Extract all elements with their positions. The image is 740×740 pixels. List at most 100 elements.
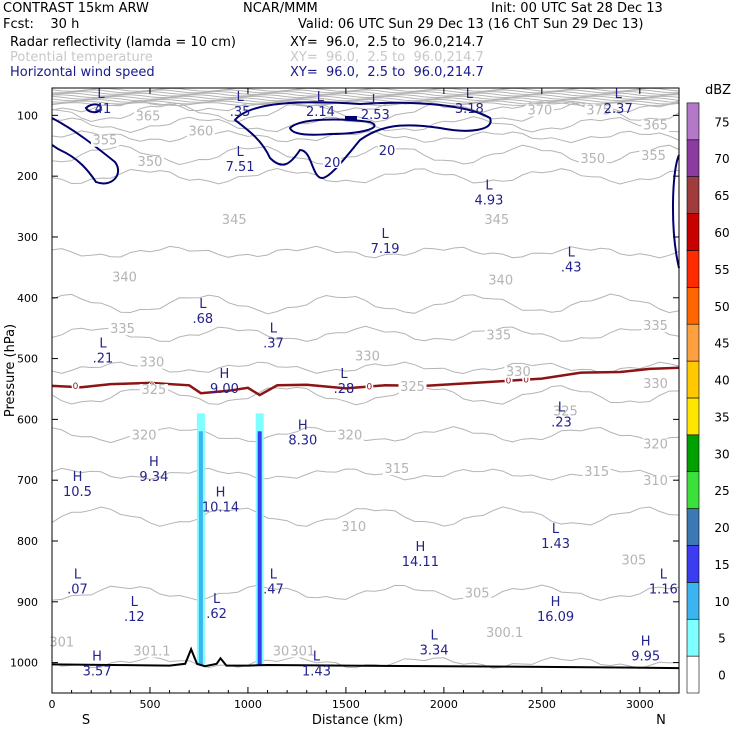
theta-label-bg: [482, 213, 511, 226]
theta-label: 325: [553, 404, 578, 419]
colorbar-swatch: [686, 102, 700, 141]
theta-label: 330: [643, 377, 668, 392]
theta-contour-315: [51, 467, 680, 481]
wind-extremum-type: H: [298, 419, 308, 434]
wind-extremum-type: H: [220, 367, 230, 382]
wind-extremum-type: L: [236, 145, 244, 160]
forecast-hour: Fcst: 30 h: [3, 17, 80, 32]
wind-extremum-type: H: [216, 485, 226, 500]
x-tick-label: 500: [139, 698, 160, 711]
wind-contour-label: 20: [379, 144, 396, 159]
wind-extremum-type: L: [313, 650, 321, 665]
valid-time: Valid: 06 UTC Sun 29 Dec 13 (16 ChT Sun …: [298, 17, 644, 32]
colorbar-label: 75: [714, 115, 729, 129]
theta-label: 355: [92, 134, 117, 149]
wind-extremum-type: L: [466, 87, 474, 102]
wind-extremum-value: 1.43: [541, 537, 570, 552]
theta-label-bg: [353, 350, 382, 363]
model-title: CONTRAST 15km ARW: [3, 1, 149, 16]
zero-contour-line: [51, 366, 680, 397]
theta-label: 310: [341, 520, 366, 535]
theta-label: 330: [140, 356, 165, 371]
y-tick-label: 800: [17, 535, 38, 548]
wind-speed-contours: [51, 101, 680, 269]
y-tick-label: 500: [17, 353, 38, 366]
colorbar-label: 10: [714, 595, 729, 609]
wind-extremum-value: .21: [93, 351, 114, 366]
colorbar-label: 70: [714, 152, 729, 166]
reflectivity-columns: [196, 413, 264, 666]
colorbar-swatch: [686, 139, 700, 177]
theta-label-bg: [641, 320, 670, 333]
colorbar-swatch: [686, 471, 700, 509]
theta-contour-305: [51, 584, 680, 602]
wind-extremum-value: .37: [263, 336, 284, 351]
wind-extremum-value: 9.95: [631, 649, 660, 664]
theta-label-bg: [398, 380, 427, 393]
x-tick-label: 1000: [234, 698, 262, 711]
theta-label-bg: [551, 405, 580, 418]
colorbar-swatch: [686, 618, 700, 657]
wind-extremum-type: L: [317, 90, 325, 105]
wind-extremum-value: 9.34: [139, 470, 168, 485]
theta-label-bg: [110, 271, 139, 284]
wind-extremum-type: L: [552, 522, 560, 537]
theta-label-bg: [582, 466, 611, 479]
theta-contour-upper: [51, 100, 680, 105]
terrain: [51, 646, 680, 670]
wind-extremum-type: L: [99, 336, 107, 351]
colorbar-label: 65: [714, 189, 729, 203]
wind-extremum-value: .62: [206, 607, 227, 622]
theta-contour-375: [51, 99, 680, 113]
wind-extremum-value: .47: [263, 583, 284, 598]
theta-label: 350: [580, 152, 605, 167]
wind-extremum-value: .28: [334, 382, 355, 397]
theta-label: 320: [643, 438, 668, 453]
colorbar-label: 20: [714, 521, 729, 535]
theta-label-bg: [463, 587, 492, 600]
wind-left-small-contour: [84, 103, 102, 114]
theta-label-bg: [130, 429, 159, 442]
colorbar-label: 15: [714, 558, 729, 572]
zero-label-bg: [504, 376, 513, 385]
theta-contour-upper: [51, 87, 680, 92]
init-time: Init: 00 UTC Sat 28 Dec 13: [491, 1, 663, 16]
theta-contour-350: [51, 167, 680, 185]
colorbar-swatch: [686, 655, 700, 694]
wind-extremum-value: 1.16: [649, 583, 678, 598]
wind-extremum-type: H: [73, 470, 83, 485]
theta-label: 315: [384, 462, 409, 477]
wind-extremum-value: 2.37: [604, 102, 633, 117]
wind-extremum-value: 7.51: [226, 160, 255, 175]
colorbar-label: 40: [714, 374, 729, 388]
x-tick-label: 1500: [332, 698, 360, 711]
theta-label-bg: [186, 125, 215, 138]
wind-extremum-type: L: [568, 245, 576, 260]
y-tick-label: 700: [17, 474, 38, 487]
theta-label: 340: [488, 274, 513, 289]
reflectivity-column-core: [198, 431, 203, 666]
y-tick-label: 400: [17, 292, 38, 305]
theta-label: 330: [506, 365, 531, 380]
theta-label-bg: [641, 438, 670, 451]
zero-label-bg: [71, 381, 80, 390]
terrain-line: [51, 646, 680, 670]
theta-label-bg: [641, 377, 670, 390]
theta-label: 365: [643, 119, 668, 134]
wind-extremum-type: L: [74, 568, 82, 583]
colorbar-label: 5: [718, 632, 726, 646]
wind-extremum-value: 1.43: [302, 665, 331, 680]
contour-labels: 365 360 355 350 345 340 335 330 325 320 315 310 305 3…: [47, 87, 678, 680]
theta-contour-340: [51, 293, 680, 315]
theta-label-bg: [90, 134, 119, 147]
colorbar-label: 55: [714, 263, 729, 277]
x-axis-title: Distance (km): [312, 713, 403, 728]
theta-label: 305: [622, 553, 647, 568]
wind-extremum-type: L: [270, 321, 278, 336]
theta-contour-355: [51, 144, 680, 166]
wind-inner-contour: [288, 118, 376, 136]
x-tick-label: 0: [49, 698, 56, 711]
wind-extremum-value: .12: [124, 610, 145, 625]
wind-extremum-value: 4.93: [474, 193, 503, 208]
